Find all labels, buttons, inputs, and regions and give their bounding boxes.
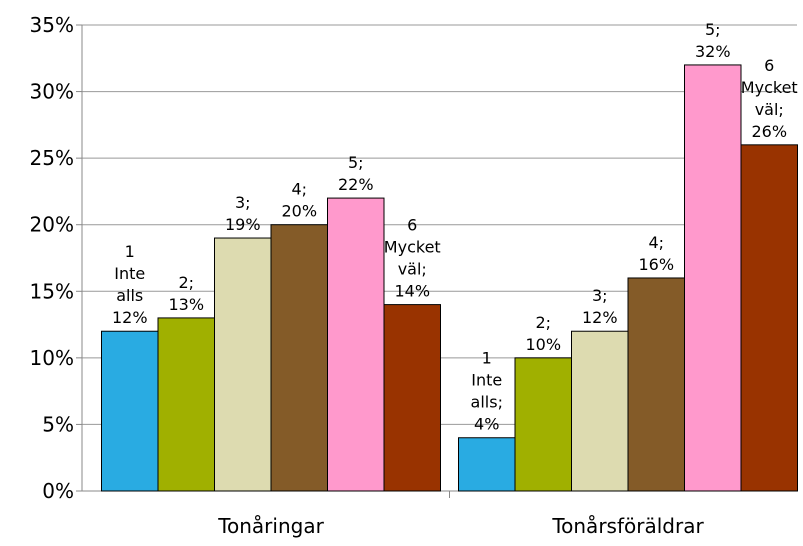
value-label-line: Mycket bbox=[741, 78, 798, 97]
value-label-line: 3; bbox=[235, 193, 251, 212]
bar bbox=[571, 330, 629, 492]
value-label: 4; 20% bbox=[281, 180, 317, 221]
bar bbox=[214, 237, 272, 492]
value-label: 1 Inte alls 12% bbox=[112, 242, 148, 327]
value-label-line: 22% bbox=[338, 175, 374, 194]
value-label-line: 5; bbox=[705, 20, 721, 39]
value-label: 3; 19% bbox=[225, 193, 261, 234]
value-label-line: 12% bbox=[582, 308, 618, 327]
value-label-line: 13% bbox=[168, 295, 204, 314]
value-label-line: Inte bbox=[114, 264, 145, 283]
y-tick-label: 35% bbox=[30, 13, 74, 37]
value-label: 2; 13% bbox=[168, 273, 204, 314]
value-label-line: 1 bbox=[125, 242, 135, 261]
value-label-line: väl; bbox=[398, 260, 427, 279]
value-label-line: Inte bbox=[471, 371, 502, 390]
value-label-line: 32% bbox=[695, 42, 731, 61]
bar bbox=[270, 224, 328, 492]
y-tick-label: 0% bbox=[42, 479, 74, 503]
value-label-line: 26% bbox=[751, 122, 787, 141]
value-label-line: 1 bbox=[482, 349, 492, 368]
value-label: 2; 10% bbox=[525, 313, 561, 354]
value-label-line: 2; bbox=[178, 273, 194, 292]
value-label: 6 Mycket väl; 26% bbox=[741, 56, 798, 141]
value-label-line: 6 bbox=[407, 216, 417, 235]
y-tick-label: 5% bbox=[42, 412, 74, 436]
bar bbox=[383, 304, 441, 492]
value-label: 5; 32% bbox=[695, 20, 731, 61]
bar bbox=[327, 197, 385, 492]
value-label-line: 6 bbox=[764, 56, 774, 75]
bar bbox=[157, 317, 215, 492]
value-label-line: Mycket bbox=[384, 238, 441, 257]
bar bbox=[684, 64, 742, 492]
y-tick-label: 20% bbox=[30, 213, 74, 237]
value-label-line: 5; bbox=[348, 153, 364, 172]
value-label: 4; 16% bbox=[638, 233, 674, 274]
value-label-line: 4; bbox=[648, 233, 664, 252]
value-label-line: 2; bbox=[535, 313, 551, 332]
value-label-line: 4; bbox=[291, 180, 307, 199]
value-label: 5; 22% bbox=[338, 153, 374, 194]
value-label-line: alls; bbox=[471, 393, 503, 412]
y-tick-label: 30% bbox=[30, 80, 74, 104]
x-tick-label: Tonåringar bbox=[217, 514, 324, 538]
value-label: 6 Mycket väl; 14% bbox=[384, 216, 441, 301]
y-tick-label: 10% bbox=[30, 346, 74, 370]
value-label-line: 19% bbox=[225, 215, 261, 234]
bar bbox=[740, 144, 798, 492]
value-label-line: 4% bbox=[474, 415, 499, 434]
bar bbox=[101, 330, 159, 492]
value-label-line: 20% bbox=[281, 202, 317, 221]
value-label-line: 12% bbox=[112, 308, 148, 327]
bar bbox=[458, 437, 516, 492]
value-label-line: 3; bbox=[592, 286, 608, 305]
value-label: 1 Inte alls; 4% bbox=[471, 349, 503, 434]
y-tick-label: 25% bbox=[30, 146, 74, 170]
x-tick-label: Tonårsföräldrar bbox=[551, 514, 704, 538]
y-tick-label: 15% bbox=[30, 279, 74, 303]
bar bbox=[627, 277, 685, 492]
bar bbox=[514, 357, 572, 492]
value-label-line: väl; bbox=[755, 100, 784, 119]
value-label-line: 10% bbox=[525, 335, 561, 354]
value-label-line: 16% bbox=[638, 255, 674, 274]
value-label-line: alls bbox=[116, 286, 143, 305]
value-label-line: 14% bbox=[394, 282, 430, 301]
value-label: 3; 12% bbox=[582, 286, 618, 327]
